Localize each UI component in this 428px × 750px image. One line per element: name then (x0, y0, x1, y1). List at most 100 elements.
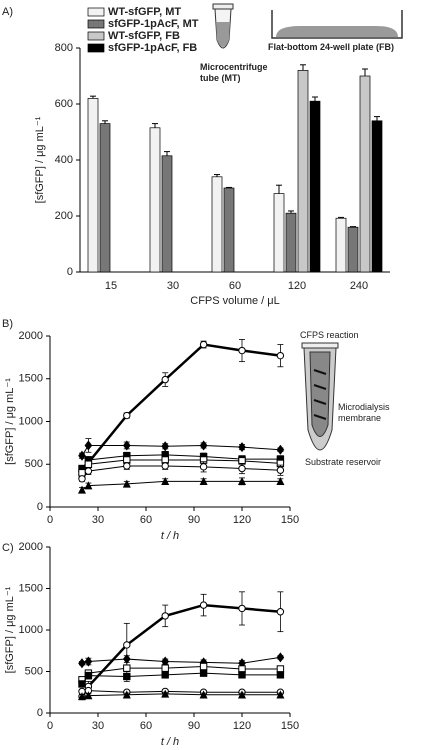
x-tick-label: 15 (105, 280, 117, 292)
y-axis-label: [sfGFP] / μg mL⁻¹ (4, 586, 16, 673)
marker (276, 652, 285, 663)
x-axis-label: t / h (161, 736, 179, 748)
annotation-box: Substrate reservoir (305, 457, 381, 467)
bar (87, 98, 99, 273)
annotation: CFPS reaction (300, 330, 359, 340)
bar (149, 127, 161, 273)
y-tick-label: 600 (55, 98, 73, 110)
marker (276, 608, 285, 616)
annotation-box: CFPS reaction (300, 330, 359, 340)
x-tick-label: 60 (229, 280, 241, 292)
panel-label: B) (2, 318, 13, 330)
marker (122, 690, 131, 699)
marker (122, 654, 131, 665)
marker (122, 479, 131, 488)
marker (238, 346, 246, 355)
bar (99, 123, 111, 273)
x-tick-label: 0 (47, 720, 53, 732)
y-tick-label: 1000 (19, 624, 43, 636)
legend-swatch (87, 7, 105, 17)
panel-label: C) (2, 542, 14, 554)
y-tick-label: 0 (37, 707, 43, 719)
y-axis-label: [sfGFP] / μg mL⁻¹ (4, 378, 16, 465)
bar (161, 155, 173, 273)
marker (161, 664, 169, 672)
marker (123, 411, 131, 420)
y-tick-label: 400 (55, 154, 73, 166)
legend-swatch (87, 43, 105, 53)
marker (199, 340, 208, 349)
marker (161, 689, 170, 698)
marker (161, 612, 169, 620)
bar (371, 120, 383, 273)
bar (335, 217, 347, 273)
x-tick-label: 240 (350, 280, 368, 292)
line (80, 343, 281, 476)
tube-icon (212, 3, 234, 49)
line (81, 444, 281, 456)
marker (123, 664, 131, 672)
bar (223, 187, 235, 273)
marker (122, 440, 131, 451)
annotation-box: Flat-bottom 24-well plate (FB) (268, 42, 394, 52)
panel-label: A) (2, 6, 13, 18)
line (81, 666, 281, 681)
marker (78, 475, 86, 483)
marker (199, 601, 208, 609)
annotation: Flat-bottom 24-well plate (FB) (268, 42, 394, 52)
bar (309, 100, 321, 273)
x-axis-label: CFPS volume / μL (190, 295, 279, 307)
marker (84, 671, 93, 680)
line (81, 480, 281, 491)
marker (84, 481, 93, 490)
marker (237, 690, 247, 699)
marker (161, 441, 170, 452)
marker (276, 477, 285, 486)
y-tick-label: 200 (55, 210, 73, 222)
marker (276, 466, 285, 474)
x-tick-label: 30 (92, 514, 104, 526)
marker (238, 442, 246, 453)
marker (78, 469, 86, 477)
bar (273, 193, 285, 273)
marker (276, 351, 285, 360)
marker (84, 691, 93, 700)
y-tick-label: 2000 (19, 330, 43, 342)
x-tick-label: 150 (281, 514, 299, 526)
marker (123, 641, 131, 649)
marker (276, 444, 285, 455)
x-tick-label: 30 (167, 280, 179, 292)
line (80, 603, 281, 698)
x-tick-label: 90 (188, 514, 200, 526)
marker (199, 440, 208, 451)
bar (347, 226, 359, 273)
marker (199, 690, 208, 699)
y-tick-label: 500 (25, 458, 43, 470)
line (81, 672, 281, 685)
legend-label: WT-sfGFP, FB (108, 30, 180, 42)
y-tick-label: 1000 (19, 415, 43, 427)
marker (199, 662, 208, 671)
marker (276, 690, 285, 699)
bar (359, 75, 371, 273)
annotation: Microdialysis membrane (338, 402, 390, 423)
marker (199, 669, 208, 677)
y-axis-label: [sfGFP] / μg mL⁻¹ (34, 116, 46, 203)
x-tick-label: 120 (233, 514, 251, 526)
marker (161, 477, 170, 486)
marker (123, 672, 131, 681)
y-tick-label: 1500 (19, 373, 43, 385)
marker (84, 656, 93, 667)
marker (77, 692, 87, 701)
legend-label: WT-sfGFP, MT (108, 6, 181, 18)
bar (211, 176, 223, 273)
x-tick-label: 60 (140, 720, 152, 732)
y-tick-label: 1500 (19, 582, 43, 594)
marker (199, 463, 208, 471)
line (81, 690, 281, 693)
marker (238, 464, 246, 473)
marker (161, 375, 169, 384)
line (81, 693, 281, 697)
y-tick-label: 0 (37, 501, 43, 513)
marker (84, 440, 93, 451)
